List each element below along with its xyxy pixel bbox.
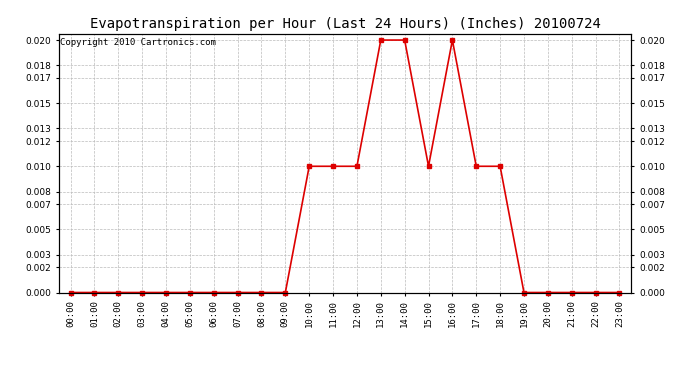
Title: Evapotranspiration per Hour (Last 24 Hours) (Inches) 20100724: Evapotranspiration per Hour (Last 24 Hou… [90,17,600,31]
Text: Copyright 2010 Cartronics.com: Copyright 2010 Cartronics.com [60,38,216,46]
